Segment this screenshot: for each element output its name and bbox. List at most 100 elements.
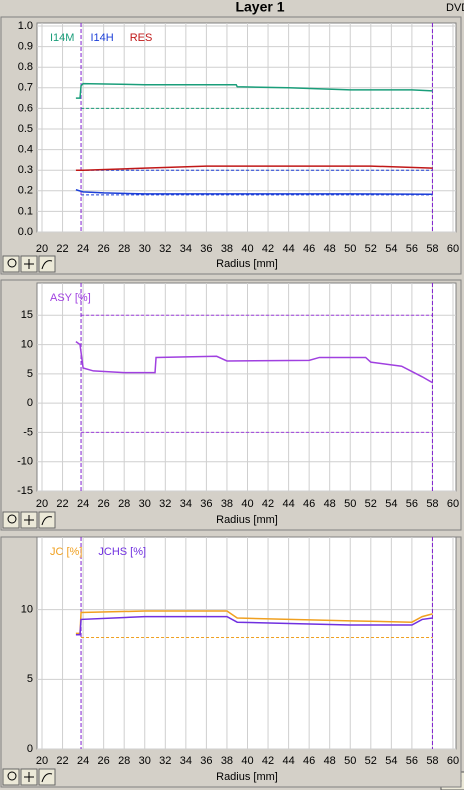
x-tick-label: 44 <box>282 755 294 767</box>
x-tick-label: 38 <box>221 755 233 767</box>
x-tick-label: 38 <box>221 498 233 510</box>
x-tick-label: 36 <box>200 243 212 255</box>
x-tick-label: 46 <box>303 755 315 767</box>
legend-label: JCHS [%] <box>98 546 146 558</box>
plot-area <box>36 536 457 750</box>
y-tick-label: 5 <box>27 673 33 685</box>
x-tick-label: 42 <box>262 243 274 255</box>
x-tick-label: 52 <box>365 755 377 767</box>
plot-area <box>36 22 457 233</box>
x-tick-label: 40 <box>241 243 253 255</box>
x-tick-label: 20 <box>36 243 48 255</box>
x-tick-label: 54 <box>385 498 397 510</box>
x-tick-label: 26 <box>98 243 110 255</box>
x-tick-label: 46 <box>303 498 315 510</box>
tool-icon <box>7 771 17 781</box>
y-tick-label: 0 <box>27 743 33 755</box>
x-tick-label: 20 <box>36 498 48 510</box>
y-tick-label: 0.6 <box>18 102 33 114</box>
x-tick-label: 50 <box>344 755 356 767</box>
page-label: DVD <box>446 2 464 14</box>
x-tick-label: 58 <box>426 755 438 767</box>
legend-label: I14H <box>90 32 113 44</box>
x-tick-label: 26 <box>98 755 110 767</box>
x-tick-label: 34 <box>180 243 192 255</box>
y-tick-label: 0.2 <box>18 185 33 197</box>
x-axis-title: Radius [mm] <box>216 514 278 526</box>
y-tick-label: 0.1 <box>18 205 33 217</box>
tool-icon <box>24 772 34 782</box>
page-title: Layer 1 <box>235 0 284 15</box>
x-tick-label: 54 <box>385 755 397 767</box>
y-tick-label: 0.8 <box>18 61 33 73</box>
x-tick-label: 56 <box>406 755 418 767</box>
x-tick-label: 30 <box>139 498 151 510</box>
x-tick-label: 56 <box>406 498 418 510</box>
x-tick-label: 28 <box>118 498 130 510</box>
x-tick-label: 56 <box>406 243 418 255</box>
x-tick-label: 58 <box>426 498 438 510</box>
x-tick-label: 30 <box>139 243 151 255</box>
x-tick-label: 32 <box>159 755 171 767</box>
x-tick-label: 44 <box>282 498 294 510</box>
legend-label: ASY [%] <box>50 292 91 304</box>
tool-button-zoom <box>2 255 20 273</box>
x-tick-label: 60 <box>447 498 459 510</box>
x-tick-label: 38 <box>221 243 233 255</box>
tool-icon <box>41 260 53 270</box>
x-tick-label: 36 <box>200 755 212 767</box>
x-tick-label: 24 <box>77 755 89 767</box>
x-tick-label: 22 <box>56 498 68 510</box>
x-tick-label: 26 <box>98 498 110 510</box>
x-tick-label: 42 <box>262 755 274 767</box>
x-tick-label: 24 <box>77 243 89 255</box>
y-tick-label: 10 <box>21 604 33 616</box>
x-tick-label: 24 <box>77 498 89 510</box>
x-tick-label: 46 <box>303 243 315 255</box>
y-tick-label: 0.7 <box>18 82 33 94</box>
data-line <box>75 615 433 636</box>
y-tick-label: 0.9 <box>18 41 33 53</box>
tool-icon <box>24 259 34 269</box>
data-line <box>75 165 433 171</box>
y-tick-label: -5 <box>23 426 33 438</box>
data-line <box>75 189 433 196</box>
x-tick-label: 34 <box>180 755 192 767</box>
tool-button-pan <box>38 768 56 786</box>
y-tick-label: 0.4 <box>18 144 33 156</box>
data-line <box>75 341 433 384</box>
x-tick-label: 20 <box>36 755 48 767</box>
x-tick-label: 42 <box>262 498 274 510</box>
plot-area <box>36 282 457 492</box>
x-tick-label: 40 <box>241 498 253 510</box>
y-tick-label: 5 <box>27 368 33 380</box>
x-axis-title: Radius [mm] <box>216 771 278 783</box>
x-tick-label: 44 <box>282 243 294 255</box>
legend-label: RES <box>130 32 153 44</box>
y-tick-label: 0 <box>27 397 33 409</box>
legend-label: JC [%] <box>50 546 82 558</box>
tool-icon <box>41 516 53 526</box>
x-tick-label: 60 <box>447 755 459 767</box>
y-tick-label: 0.0 <box>18 226 33 238</box>
y-tick-label: 0.5 <box>18 123 33 135</box>
y-tick-label: 1.0 <box>18 20 33 32</box>
y-tick-label: -15 <box>17 485 33 497</box>
x-tick-label: 52 <box>365 498 377 510</box>
tool-icon <box>41 773 53 783</box>
y-tick-label: 0.3 <box>18 164 33 176</box>
x-tick-label: 52 <box>365 243 377 255</box>
x-tick-label: 36 <box>200 498 212 510</box>
tool-icon <box>24 515 34 525</box>
legend-label: I14M <box>50 32 74 44</box>
tool-button-zoom <box>2 768 20 786</box>
x-tick-label: 48 <box>324 755 336 767</box>
x-tick-label: 28 <box>118 243 130 255</box>
x-tick-label: 60 <box>447 243 459 255</box>
tool-icon <box>7 258 17 268</box>
x-tick-label: 32 <box>159 243 171 255</box>
tool-button-pan <box>38 511 56 529</box>
tool-icon <box>7 514 17 524</box>
y-tick-label: -10 <box>17 456 33 468</box>
tool-button-zoom <box>2 511 20 529</box>
